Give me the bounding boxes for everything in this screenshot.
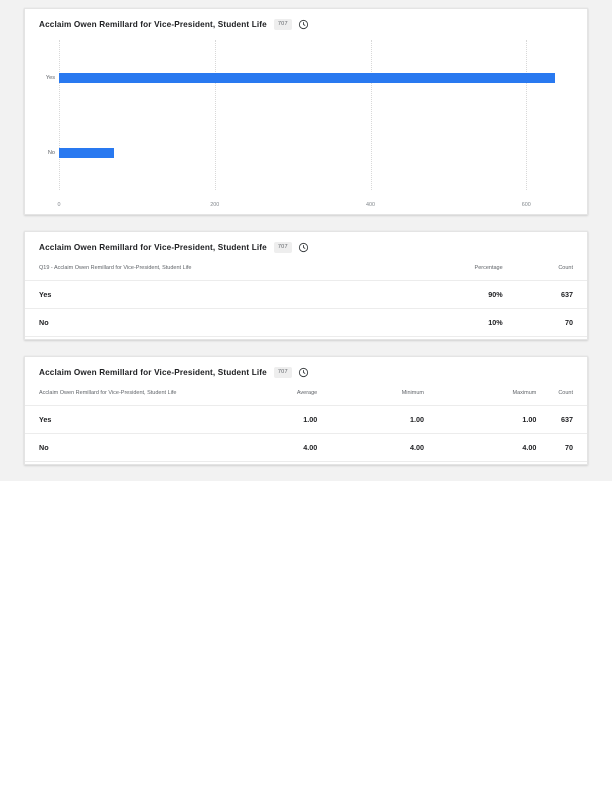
chart-plot-area: Yes No [46,40,573,191]
chart-gridline [59,40,60,191]
chart-bar[interactable] [59,147,114,158]
chart-card-header: Acclaim Owen Remillard for Vice-Presiden… [25,9,587,36]
row-percentage: 10% [379,308,503,338]
row-maximum: 4.00 [424,433,537,463]
percentage-table-wrap: Q19 - Acclaim Owen Remillard for Vice-Pr… [25,259,587,339]
statistics-table-card: Acclaim Owen Remillard for Vice-Presiden… [24,356,588,466]
x-axis-tick-label: 600 [521,202,531,209]
row-label: Yes [25,280,380,309]
row-count: 637 [536,405,587,434]
row-count: 70 [536,433,587,463]
y-axis-category-label: No [47,149,55,156]
column-header-average: Average [296,390,318,397]
row-label: Yes [25,405,222,434]
chart-gridline [370,40,372,191]
row-average: 4.00 [221,433,318,463]
row-label: No [25,433,222,463]
page-title: Acclaim Owen Remillard for Vice-Presiden… [39,20,267,30]
clock-icon[interactable] [298,367,309,378]
page: Acclaim Owen Remillard for Vice-Presiden… [0,0,612,482]
statistics-table: Acclaim Owen Remillard for Vice-Presiden… [25,384,587,463]
clock-icon[interactable] [298,242,309,253]
column-header-maximum: Maximum [512,390,537,397]
table-row: No 10% 70 [25,308,587,338]
bar-row: No [48,147,573,158]
x-axis-tick-label: 200 [210,202,220,209]
report-region: Acclaim Owen Remillard for Vice-Presiden… [0,0,612,482]
table-row: No 4.00 4.00 4.00 70 [25,433,587,463]
row-minimum: 1.00 [317,405,424,434]
chart-gridline [214,40,216,191]
row-count: 637 [502,280,587,309]
percentage-table-card: Acclaim Owen Remillard for Vice-Presiden… [24,231,588,341]
row-count: 70 [502,308,587,338]
column-header-minimum: Minimum [401,390,424,397]
column-header-question: Acclaim Owen Remillard for Vice-Presiden… [39,390,177,397]
row-percentage: 90% [379,280,503,309]
table-row: Yes 90% 637 [25,280,587,309]
x-axis-tick-label: 0 [57,202,61,209]
column-header-count: Count [558,265,573,272]
y-axis-category-label: Yes [45,74,55,81]
bar-chart: Yes No 0 200 400 600 [46,40,573,209]
column-header-question: Q19 - Acclaim Owen Remillard for Vice-Pr… [39,265,192,272]
chart-body: Yes No 0 200 400 600 [25,36,587,214]
x-axis-tick-label: 400 [366,202,375,209]
response-count-badge: 707 [273,242,292,254]
response-count-badge: 707 [273,19,292,31]
percentage-table: Q19 - Acclaim Owen Remillard for Vice-Pr… [25,259,587,338]
row-maximum: 1.00 [424,405,537,434]
chart-bar[interactable] [59,72,556,83]
column-header-percentage: Percentage [474,265,503,272]
card-title: Acclaim Owen Remillard for Vice-Presiden… [39,243,267,253]
chart-gridline [526,40,528,191]
table-row: Yes 1.00 1.00 1.00 637 [25,405,587,434]
bar-row: Yes [46,72,573,83]
card-title: Acclaim Owen Remillard for Vice-Presiden… [39,368,267,378]
clock-icon[interactable] [298,19,309,30]
table-header-row: Q19 - Acclaim Owen Remillard for Vice-Pr… [25,259,587,280]
table-header-row: Acclaim Owen Remillard for Vice-Presiden… [25,384,587,405]
column-header-count: Count [558,390,573,397]
row-average: 1.00 [221,405,318,434]
statistics-table-wrap: Acclaim Owen Remillard for Vice-Presiden… [25,384,587,464]
percentage-card-header: Acclaim Owen Remillard for Vice-Presiden… [25,232,587,259]
row-minimum: 4.00 [317,433,424,463]
statistics-card-header: Acclaim Owen Remillard for Vice-Presiden… [25,357,587,384]
row-label: No [25,308,380,338]
response-count-badge: 707 [273,367,292,379]
chart-card: Acclaim Owen Remillard for Vice-Presiden… [24,8,588,216]
